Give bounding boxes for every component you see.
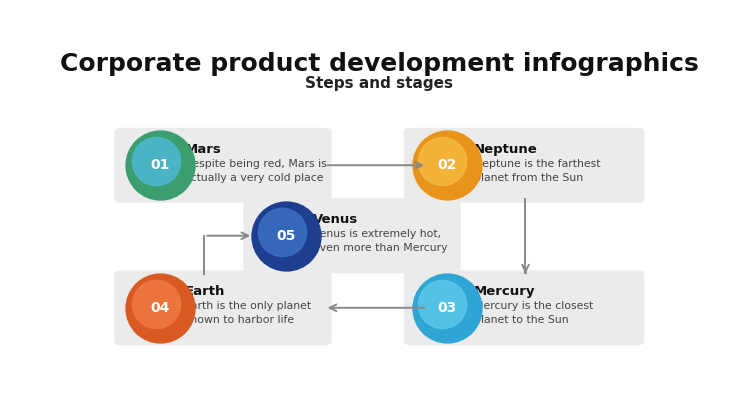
Point [280,233,292,239]
Text: Despite being red, Mars is
actually a very cold place: Despite being red, Mars is actually a ve… [184,158,327,183]
FancyBboxPatch shape [404,128,645,203]
Point [276,228,288,235]
Point [441,305,453,311]
FancyBboxPatch shape [404,270,645,345]
Text: Neptune is the farthest
planet from the Sun: Neptune is the farthest planet from the … [474,158,600,183]
FancyBboxPatch shape [114,128,332,203]
Text: Earth is the only planet
known to harbor life: Earth is the only planet known to harbor… [184,301,312,325]
Text: Mercury is the closest
planet to the Sun: Mercury is the closest planet to the Sun [474,301,593,325]
Point [437,301,448,307]
Text: 02: 02 [437,158,457,172]
Text: Mercury: Mercury [474,285,535,298]
Text: Venus is extremely hot,
even more than Mercury: Venus is extremely hot, even more than M… [313,229,448,253]
FancyBboxPatch shape [243,198,461,273]
Point [149,158,161,165]
Text: 05: 05 [277,229,296,243]
Text: 04: 04 [150,301,170,315]
Point [154,305,166,311]
Text: Mars: Mars [184,143,221,156]
Text: Neptune: Neptune [474,143,538,156]
Point [154,162,166,168]
Point [437,158,448,165]
Text: Steps and stages: Steps and stages [306,76,453,91]
FancyBboxPatch shape [114,270,332,345]
Point [441,162,453,168]
Text: 03: 03 [437,301,457,315]
Text: Earth: Earth [184,285,225,298]
Text: Venus: Venus [313,213,359,226]
Point [149,301,161,307]
Text: Corporate product development infographics: Corporate product development infographi… [60,52,699,76]
Text: 01: 01 [150,158,170,172]
